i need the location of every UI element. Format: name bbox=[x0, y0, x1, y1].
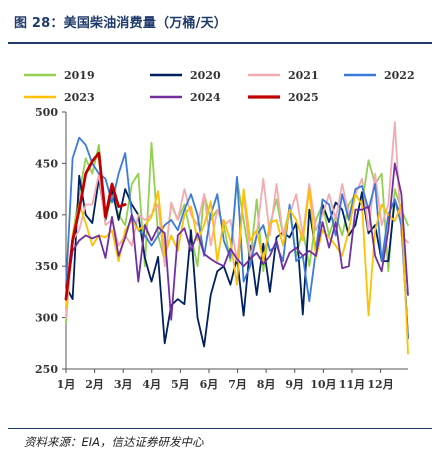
page-title: 图 28：美国柴油消费量（万桶/天） bbox=[14, 16, 227, 31]
series-line-2025 bbox=[64, 151, 127, 301]
chart: 2019 2020 2021 2022 2023 2024 2025 250 300 350 400… bbox=[24, 69, 415, 391]
y-tick-label: 300 bbox=[35, 312, 58, 325]
series-line-2019 bbox=[65, 141, 409, 324]
legend-label-2021: 2021 bbox=[288, 69, 319, 82]
x-tick-label: 10月 bbox=[310, 378, 336, 391]
x-tick-label: 5月 bbox=[171, 378, 190, 391]
legend-label-2023: 2023 bbox=[64, 91, 95, 104]
y-tick-label: 450 bbox=[35, 157, 58, 170]
x-tick-label: 2月 bbox=[85, 378, 104, 391]
x-tick-label: 6月 bbox=[200, 378, 219, 391]
x-tick-label: 1月 bbox=[57, 378, 76, 391]
y-tick-label: 250 bbox=[35, 363, 58, 376]
series-line-2023 bbox=[65, 188, 409, 355]
x-tick-label: 12月 bbox=[367, 378, 393, 391]
x-tick-label: 3月 bbox=[114, 378, 133, 391]
x-tick-label: 4月 bbox=[142, 378, 161, 391]
y-tick-label: 500 bbox=[35, 106, 58, 119]
source-note: 资料来源：EIA，信达证券研发中心 bbox=[24, 435, 204, 449]
legend-label-2020: 2020 bbox=[190, 69, 221, 82]
x-tick-label: 8月 bbox=[257, 378, 276, 391]
y-tick-label: 350 bbox=[35, 260, 58, 273]
header: 图 28：美国柴油消费量（万桶/天） bbox=[0, 0, 438, 44]
x-tick-label: 7月 bbox=[228, 378, 247, 391]
y-tick-label: 400 bbox=[35, 209, 58, 222]
legend-label-2019: 2019 bbox=[64, 69, 95, 82]
legend-label-2022: 2022 bbox=[384, 69, 415, 82]
legend-label-2024: 2024 bbox=[190, 91, 221, 104]
x-tick-label: 9月 bbox=[285, 378, 304, 391]
legend-label-2025: 2025 bbox=[288, 91, 319, 104]
title-underline bbox=[8, 42, 432, 44]
source-divider bbox=[8, 428, 432, 429]
x-tick-label: 11月 bbox=[339, 378, 365, 391]
series-line-2022 bbox=[65, 136, 409, 340]
series-line-2024 bbox=[65, 162, 409, 321]
